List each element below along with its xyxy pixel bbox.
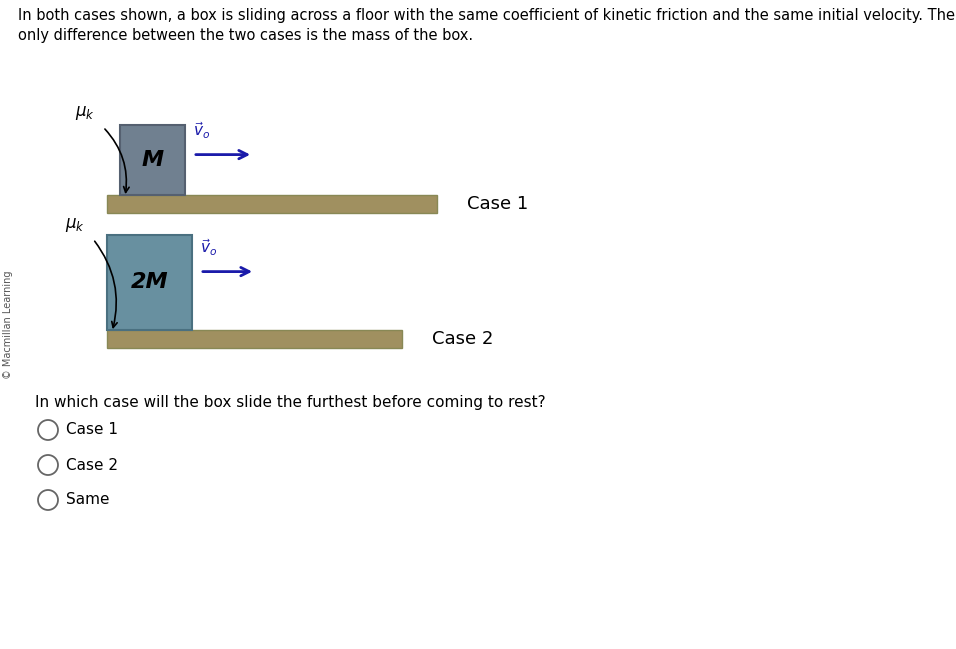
Text: Case 2: Case 2 xyxy=(432,330,493,348)
Text: only difference between the two cases is the mass of the box.: only difference between the two cases is… xyxy=(18,28,473,43)
Text: © Macmillan Learning: © Macmillan Learning xyxy=(3,270,12,379)
Text: $\vec{v}_o$: $\vec{v}_o$ xyxy=(200,237,217,258)
Text: $\mu_k$: $\mu_k$ xyxy=(65,216,85,234)
Bar xyxy=(107,330,402,348)
Text: Same: Same xyxy=(66,493,110,508)
Text: $\vec{v}_o$: $\vec{v}_o$ xyxy=(193,120,210,141)
Bar xyxy=(107,235,192,330)
Text: 2M: 2M xyxy=(131,273,168,293)
Text: $\mu_k$: $\mu_k$ xyxy=(75,104,95,122)
Text: Case 1: Case 1 xyxy=(66,422,118,437)
Bar xyxy=(107,195,437,213)
Bar xyxy=(120,125,185,195)
Text: Case 1: Case 1 xyxy=(467,195,529,213)
Text: Case 2: Case 2 xyxy=(66,458,118,472)
Text: M: M xyxy=(141,150,163,170)
Text: In both cases shown, a box is sliding across a floor with the same coefficient o: In both cases shown, a box is sliding ac… xyxy=(18,8,955,23)
Text: In which case will the box slide the furthest before coming to rest?: In which case will the box slide the fur… xyxy=(35,395,546,410)
